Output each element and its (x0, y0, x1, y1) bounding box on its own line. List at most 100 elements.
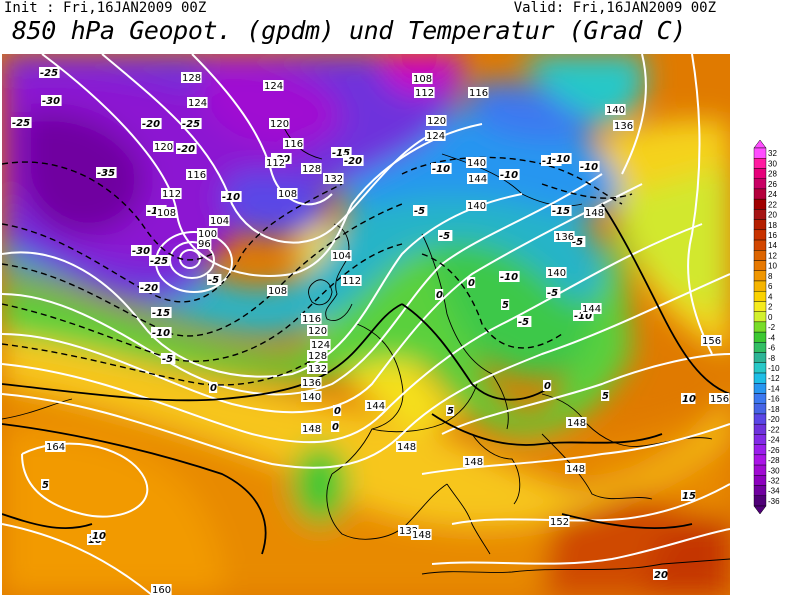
temperature-label: -10 (500, 272, 518, 283)
legend-label: -36 (768, 497, 780, 506)
temperature-label: -5 (162, 354, 173, 365)
temperature-label: 10 (682, 394, 696, 405)
temperature-label: -5 (439, 231, 450, 242)
legend-label: -12 (768, 374, 780, 383)
temperature-label-bg (551, 153, 572, 164)
legend-arrow-bottom (753, 505, 767, 514)
geopotential-label-bg (187, 97, 208, 108)
geopotential-label: 144 (366, 401, 385, 412)
temperature-label-bg (131, 245, 152, 256)
geopotential-label: 104 (332, 251, 351, 262)
temperature-label: -10 (500, 170, 518, 181)
geopotential-label-bg (709, 393, 730, 404)
legend-label: 4 (768, 292, 773, 301)
legend-swatch (753, 383, 767, 394)
isoline-labels: -25-30-25-35-20-25-20-15-10-5-30-25-20-1… (11, 67, 730, 595)
geopotential-label: 156 (710, 394, 729, 405)
legend-label: -28 (768, 456, 780, 465)
geopotential-label: 128 (302, 164, 321, 175)
legend-swatch (753, 219, 767, 231)
legend-swatch (753, 301, 767, 312)
geopotential-label-bg (153, 141, 174, 152)
geopotential-label: 124 (188, 98, 207, 109)
geopotential-label: 100 (198, 229, 217, 240)
temperature-label-bg (653, 569, 668, 580)
temperature-label: 5 (502, 300, 509, 311)
geopotential-label: 112 (266, 158, 285, 169)
geopotential-label: 112 (342, 276, 361, 287)
temperature-label-bg (546, 287, 561, 298)
geopotential-label-bg (613, 120, 634, 131)
temperature-label: -10 (580, 162, 598, 173)
temperature-label: 5 (447, 406, 454, 417)
geopotential-label-bg (301, 163, 322, 174)
temperature-label: -5 (547, 288, 558, 299)
legend-swatch (753, 423, 767, 435)
geopotential-label: 116 (302, 314, 321, 325)
geopotential-label-bg (209, 215, 230, 226)
geopotential-label-bg (269, 118, 290, 129)
geopotential-label-bg (396, 441, 417, 452)
legend-swatch (753, 250, 767, 261)
geopotential-label-bg (197, 228, 218, 239)
legend-swatch (753, 260, 767, 271)
temperature-color-legend: 32302826242220181614121086420-2-4-6-8-10… (753, 140, 780, 514)
temperature-label-bg (681, 393, 696, 404)
temperature-label: 20 (654, 570, 668, 581)
geopotential-label-bg (307, 363, 328, 374)
legend-label: 0 (768, 313, 773, 322)
legend-swatch (753, 229, 767, 241)
geopotential-label: 136 (302, 378, 321, 389)
temperature-label-bg (331, 421, 340, 432)
temperature-label: -30 (42, 96, 60, 107)
geopotential-label-bg (301, 313, 322, 324)
geopotential-label: 120 (154, 142, 173, 153)
temperature-label: -35 (97, 168, 115, 179)
temperature-label: 0 (210, 383, 217, 394)
geopotential-label: 116 (187, 170, 206, 181)
legend-label: 28 (768, 170, 777, 179)
legend-swatch (753, 342, 767, 353)
temperature-label-bg (151, 327, 172, 338)
geopotential-label-bg (323, 173, 344, 184)
geopotential-label: 156 (702, 336, 721, 347)
temperature-label: 5 (602, 391, 609, 402)
geopotential-label-bg (331, 250, 352, 261)
legend-label: -18 (768, 405, 780, 414)
temperature-label: -20 (142, 119, 160, 130)
geopotential-label-bg (45, 441, 66, 452)
temperature-label-bg (221, 191, 242, 202)
temperature-label: -25 (182, 119, 200, 130)
freezing-isolines (2, 203, 730, 555)
temperature-label-bg (141, 118, 162, 129)
geopotential-label-bg (605, 104, 626, 115)
geopotential-label-bg (581, 303, 602, 314)
geopotential-label: 148 (397, 442, 416, 453)
temperature-label: 0 (544, 381, 551, 392)
geopotential-label-bg (414, 87, 435, 98)
valid-time-label: Valid: Fri,16JAN2009 00Z (513, 0, 716, 16)
geopotential-label-bg (701, 335, 722, 346)
temperature-label-bg (579, 161, 600, 172)
geopotential-label: 132 (324, 174, 343, 185)
legend-label: -8 (768, 354, 776, 363)
legend-swatch (753, 413, 767, 425)
geopotential-label: 136 (614, 121, 633, 132)
geopotential-label-bg (151, 584, 172, 595)
temperature-isolines (2, 156, 633, 386)
geopotential-label: 140 (467, 201, 486, 212)
legend-swatch (753, 495, 767, 507)
temperature-label-bg (499, 271, 520, 282)
legend-label: 26 (768, 180, 777, 189)
legend-label: -34 (768, 487, 780, 496)
temperature-label-bg (151, 307, 172, 318)
geopotential-label-bg (267, 285, 288, 296)
legend-label: 16 (768, 231, 777, 240)
geopotential-label: 132 (308, 364, 327, 375)
geopotential-label-bg (412, 73, 433, 84)
temperature-label: 0 (468, 278, 475, 289)
temperature-label: -15 (152, 308, 170, 319)
init-time-label: Init : Fri,16JAN2009 00Z (4, 0, 207, 16)
temperature-label: -5 (572, 237, 583, 248)
temperature-field (2, 54, 730, 595)
